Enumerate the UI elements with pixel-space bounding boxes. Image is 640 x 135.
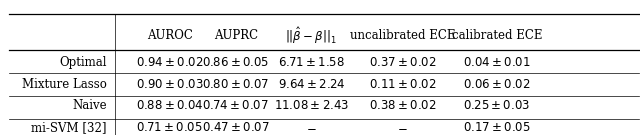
Text: $0.47 \pm 0.07$: $0.47 \pm 0.07$ bbox=[202, 121, 270, 134]
Text: $0.06 \pm 0.02$: $0.06 \pm 0.02$ bbox=[463, 77, 531, 91]
Text: $0.17 \pm 0.05$: $0.17 \pm 0.05$ bbox=[463, 121, 531, 134]
Text: calibrated ECE: calibrated ECE bbox=[452, 29, 542, 42]
Text: $0.25 \pm 0.03$: $0.25 \pm 0.03$ bbox=[463, 99, 531, 112]
Text: $6.71 \pm 1.58$: $6.71 \pm 1.58$ bbox=[278, 56, 345, 69]
Text: $0.38 \pm 0.02$: $0.38 \pm 0.02$ bbox=[369, 99, 436, 112]
Text: $0.74 \pm 0.07$: $0.74 \pm 0.07$ bbox=[202, 99, 269, 112]
Text: Optimal: Optimal bbox=[60, 56, 107, 69]
Text: $11.08 \pm 2.43$: $11.08 \pm 2.43$ bbox=[274, 99, 349, 112]
Text: $0.11 \pm 0.02$: $0.11 \pm 0.02$ bbox=[369, 77, 436, 91]
Text: $9.64 \pm 2.24$: $9.64 \pm 2.24$ bbox=[278, 77, 345, 91]
Text: $0.94 \pm 0.02$: $0.94 \pm 0.02$ bbox=[136, 56, 204, 69]
Text: AUROC: AUROC bbox=[147, 29, 193, 42]
Text: $0.71 \pm 0.05$: $0.71 \pm 0.05$ bbox=[136, 121, 204, 134]
Text: $-$: $-$ bbox=[306, 121, 317, 134]
Text: $0.90 \pm 0.03$: $0.90 \pm 0.03$ bbox=[136, 77, 204, 91]
Text: Mixture Lasso: Mixture Lasso bbox=[22, 77, 107, 91]
Text: Naive: Naive bbox=[72, 99, 107, 112]
Text: $0.04 \pm 0.01$: $0.04 \pm 0.01$ bbox=[463, 56, 531, 69]
Text: mi-SVM [32]: mi-SVM [32] bbox=[31, 121, 107, 134]
Text: AUPRC: AUPRC bbox=[214, 29, 258, 42]
Text: $0.86 \pm 0.05$: $0.86 \pm 0.05$ bbox=[202, 56, 269, 69]
Text: $0.37 \pm 0.02$: $0.37 \pm 0.02$ bbox=[369, 56, 436, 69]
Text: $0.80 \pm 0.07$: $0.80 \pm 0.07$ bbox=[202, 77, 269, 91]
Text: $||\hat{\beta} - \beta||_1$: $||\hat{\beta} - \beta||_1$ bbox=[285, 25, 337, 46]
Text: uncalibrated ECE: uncalibrated ECE bbox=[350, 29, 456, 42]
Text: $0.88 \pm 0.04$: $0.88 \pm 0.04$ bbox=[136, 99, 204, 112]
Text: $-$: $-$ bbox=[397, 121, 408, 134]
